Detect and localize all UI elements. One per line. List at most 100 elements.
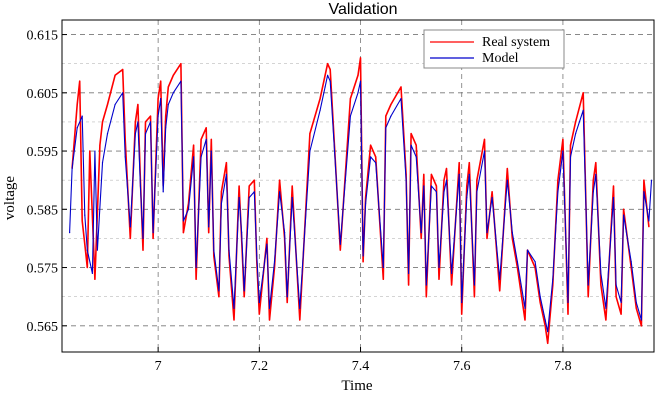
data-point-model bbox=[587, 284, 589, 286]
data-point-model bbox=[210, 150, 212, 152]
data-point-real-system bbox=[339, 249, 341, 251]
data-point-real-system bbox=[291, 185, 293, 187]
data-point-model bbox=[291, 197, 293, 199]
data-point-model bbox=[595, 173, 597, 175]
data-point-model bbox=[238, 197, 240, 199]
x-tick-label: 7.2 bbox=[251, 359, 269, 374]
data-point-model bbox=[511, 232, 513, 234]
data-point-model bbox=[193, 156, 195, 158]
data-point-real-system bbox=[486, 237, 488, 239]
data-point-model bbox=[435, 191, 437, 193]
x-tick-label: 7 bbox=[155, 359, 162, 374]
data-point-model bbox=[483, 150, 486, 152]
data-point-real-system bbox=[410, 133, 412, 135]
data-point-model bbox=[620, 301, 622, 304]
data-point-model bbox=[248, 197, 250, 199]
data-point-real-system bbox=[648, 226, 650, 228]
data-point-model bbox=[410, 144, 412, 146]
data-point-model bbox=[557, 191, 559, 193]
data-point-real-system bbox=[385, 115, 387, 117]
data-point-model bbox=[187, 208, 190, 210]
data-point-model bbox=[349, 115, 351, 117]
data-point-real-system bbox=[165, 115, 167, 117]
data-point-model bbox=[582, 109, 584, 111]
data-point-real-system bbox=[458, 162, 460, 164]
data-point-model bbox=[615, 284, 617, 286]
data-point-model bbox=[94, 150, 96, 152]
data-point-model bbox=[86, 249, 88, 251]
data-point-real-system bbox=[600, 284, 602, 286]
data-point-model bbox=[241, 232, 243, 234]
data-point-model bbox=[375, 162, 377, 164]
data-point-real-system bbox=[620, 313, 622, 315]
data-point-model bbox=[286, 296, 288, 298]
data-point-real-system bbox=[382, 278, 384, 280]
data-point-model bbox=[137, 121, 139, 123]
data-point-real-system bbox=[476, 179, 478, 181]
data-point-real-system bbox=[499, 290, 501, 292]
data-point-real-system bbox=[375, 156, 377, 158]
data-point-real-system bbox=[423, 173, 425, 175]
data-point-real-system bbox=[160, 80, 162, 82]
data-point-real-system bbox=[129, 237, 131, 239]
data-point-real-system bbox=[193, 144, 195, 146]
data-point-model bbox=[516, 261, 519, 263]
data-point-model bbox=[357, 92, 359, 94]
data-point-real-system bbox=[635, 307, 637, 309]
data-point-model bbox=[385, 127, 387, 129]
y-tick-label: 0.605 bbox=[27, 87, 59, 102]
data-point-model bbox=[69, 232, 71, 234]
data-point-model bbox=[200, 156, 202, 158]
data-point-model bbox=[612, 197, 615, 199]
data-point-real-system bbox=[605, 319, 607, 321]
data-point-model bbox=[195, 266, 197, 269]
data-point-model bbox=[569, 156, 572, 158]
data-point-model bbox=[506, 179, 508, 181]
data-point-real-system bbox=[248, 185, 250, 187]
data-point-model bbox=[218, 290, 220, 292]
data-point-model bbox=[468, 173, 470, 175]
data-point-model bbox=[84, 214, 86, 216]
data-point-model bbox=[499, 278, 501, 280]
data-point-real-system bbox=[208, 232, 210, 234]
data-point-real-system bbox=[359, 57, 362, 59]
data-point-model bbox=[122, 92, 124, 94]
data-point-real-system bbox=[319, 98, 321, 100]
data-point-real-system bbox=[575, 121, 577, 123]
data-point-real-system bbox=[299, 319, 301, 321]
data-point-real-system bbox=[435, 185, 437, 187]
x-tick-label: 7.6 bbox=[453, 359, 471, 374]
data-point-model bbox=[256, 255, 258, 257]
data-point-real-system bbox=[445, 167, 448, 170]
data-point-model bbox=[623, 214, 625, 216]
data-point-model bbox=[486, 232, 488, 234]
data-point-real-system bbox=[443, 179, 445, 181]
data-point-model bbox=[205, 138, 207, 140]
data-point-model bbox=[160, 98, 162, 100]
data-point-model bbox=[268, 307, 271, 309]
data-point-model bbox=[327, 74, 329, 76]
data-point-real-system bbox=[114, 74, 116, 76]
data-point-real-system bbox=[466, 185, 468, 187]
data-point-model bbox=[539, 296, 541, 298]
data-point-model bbox=[284, 232, 286, 234]
data-point-real-system bbox=[483, 138, 486, 140]
data-point-model bbox=[458, 173, 460, 175]
data-point-model bbox=[139, 185, 141, 187]
data-point-real-system bbox=[106, 103, 109, 106]
data-point-real-system bbox=[268, 319, 271, 321]
data-point-model bbox=[630, 261, 632, 263]
data-point-real-system bbox=[362, 261, 364, 263]
data-point-real-system bbox=[557, 179, 559, 181]
data-point-model bbox=[149, 121, 152, 123]
data-point-real-system bbox=[430, 173, 432, 175]
data-point-model bbox=[225, 173, 227, 175]
data-point-model bbox=[635, 301, 637, 304]
data-point-real-system bbox=[451, 284, 453, 286]
data-point-model bbox=[144, 133, 147, 135]
data-point-real-system bbox=[425, 296, 427, 298]
data-point-model bbox=[524, 307, 526, 309]
data-point-model bbox=[567, 301, 569, 304]
data-point-real-system bbox=[592, 179, 594, 181]
